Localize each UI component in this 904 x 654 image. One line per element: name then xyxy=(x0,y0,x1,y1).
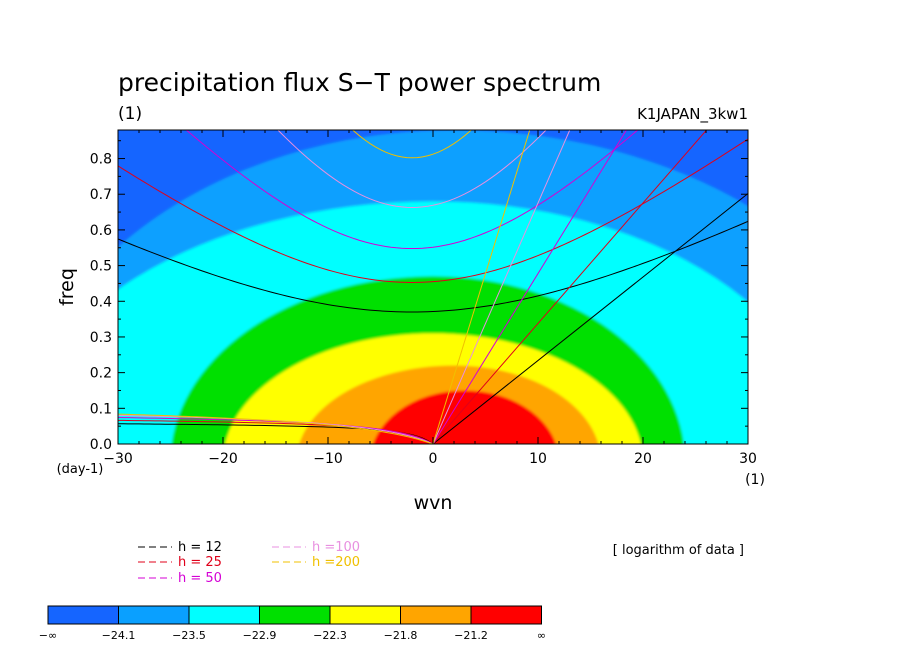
legend-item: h = 12 xyxy=(138,540,222,555)
gravity-wave-curve xyxy=(118,138,748,283)
colorbar-swatch xyxy=(470,605,542,625)
y-tick-label: 0.3 xyxy=(90,330,112,346)
colorbar-label: −23.5 xyxy=(172,629,206,642)
gravity-wave-curve xyxy=(277,130,547,208)
contour-field xyxy=(118,130,748,444)
legend-label: h =100 xyxy=(312,540,360,555)
x-tick-label: 10 xyxy=(529,451,547,467)
legend-item: h = 50 xyxy=(138,571,222,586)
colorbar-swatch xyxy=(188,605,260,625)
rossby-curve xyxy=(118,413,434,444)
chart-title: precipitation flux S−T power spectrum xyxy=(118,68,601,97)
legend-label: h = 12 xyxy=(178,540,222,555)
x-axis-unit: (1) xyxy=(745,472,765,488)
kelvin-curve xyxy=(432,193,748,444)
colorbar-label: −22.9 xyxy=(243,629,277,642)
kelvin-curve xyxy=(432,130,571,444)
x-tick-label: −30 xyxy=(103,451,133,467)
colorbar-swatch xyxy=(329,605,401,625)
kelvin-curve xyxy=(432,130,531,444)
colorbar-swatch xyxy=(47,605,119,625)
contour-band xyxy=(373,390,556,444)
y-axis-label: freq xyxy=(56,268,78,306)
colorbar-swatch xyxy=(259,605,331,625)
gravity-wave-curve xyxy=(351,130,473,159)
log-note: [ logarithm of data ] xyxy=(613,543,744,558)
legend-item: h =100 xyxy=(272,540,360,555)
y-tick-label: 0.7 xyxy=(90,187,112,203)
legend-label: h =200 xyxy=(312,555,360,570)
x-tick-label: 0 xyxy=(429,451,438,467)
y-tick-label: 0.5 xyxy=(90,259,112,275)
x-axis-label: wvn xyxy=(414,492,453,514)
y-tick-label: 0.8 xyxy=(90,152,112,168)
y-tick-label: 0.6 xyxy=(90,223,112,239)
dispersion-curves xyxy=(118,130,748,444)
y-tick-label: 0.4 xyxy=(90,294,112,310)
run-label: K1JAPAN_3kw1 xyxy=(637,105,748,124)
legend-item: h =200 xyxy=(272,555,360,570)
kelvin-curve xyxy=(432,130,628,444)
legend-item: h = 25 xyxy=(138,555,222,570)
x-tick-label: −10 xyxy=(313,451,343,467)
y-axis-unit: (day-1) xyxy=(57,462,104,477)
y-tick-label: 0.1 xyxy=(90,401,112,417)
rossby-curve xyxy=(118,416,434,444)
gravity-wave-curve xyxy=(118,220,748,313)
kelvin-curve xyxy=(432,130,708,444)
colorbar-label: −24.1 xyxy=(102,629,136,642)
legend-label: h = 50 xyxy=(178,571,222,586)
y-tick-label: 0.0 xyxy=(90,437,112,453)
colorbar-swatch xyxy=(118,605,190,625)
colorbar-label: −∞ xyxy=(39,629,57,642)
y-tick-label: 0.2 xyxy=(90,366,112,382)
colorbar-swatch xyxy=(400,605,472,625)
legend-label: h = 25 xyxy=(178,555,222,570)
gravity-wave-curve xyxy=(185,130,639,250)
x-tick-label: −20 xyxy=(208,451,238,467)
colorbar-label: −21.8 xyxy=(384,629,418,642)
title-unit: (1) xyxy=(118,104,142,124)
x-tick-label: 30 xyxy=(739,451,757,467)
colorbar-label: ∞ xyxy=(537,629,546,642)
colorbar-label: −22.3 xyxy=(313,629,347,642)
x-tick-label: 20 xyxy=(634,451,652,467)
colorbar-label: −21.2 xyxy=(454,629,488,642)
